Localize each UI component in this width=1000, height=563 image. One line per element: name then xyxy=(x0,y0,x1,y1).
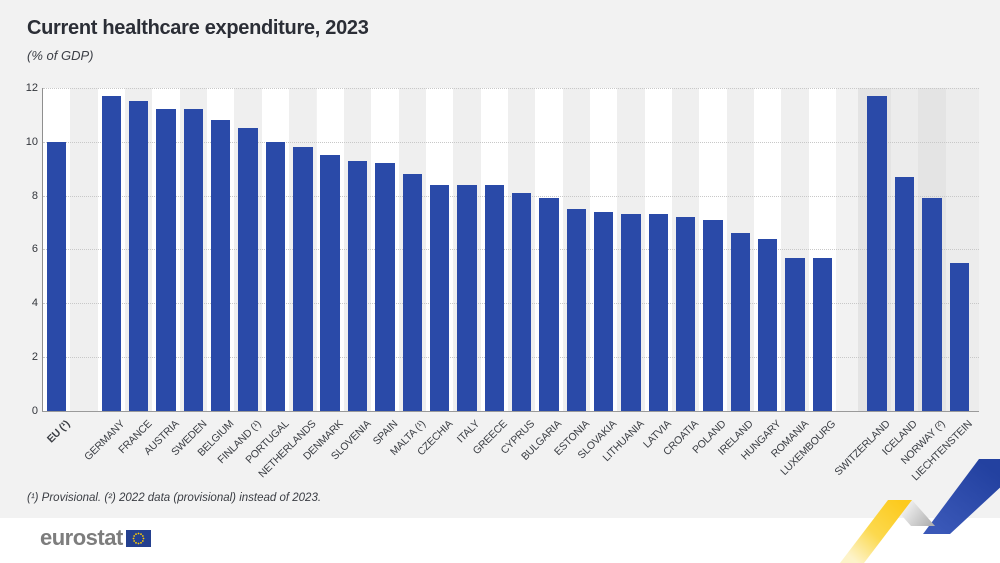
page-title: Current healthcare expenditure, 2023 xyxy=(27,17,369,39)
bar xyxy=(511,192,532,411)
bar xyxy=(429,184,450,411)
bar xyxy=(621,214,641,411)
gridline xyxy=(43,303,979,305)
y-axis-tick-label: 0 xyxy=(31,405,38,417)
bar xyxy=(867,96,887,411)
y-axis-tick-label: 10 xyxy=(25,135,38,148)
bar xyxy=(101,96,122,411)
y-axis-line xyxy=(42,88,43,412)
y-axis-tick-label: 8 xyxy=(31,189,38,202)
eurostat-logo: eurostat xyxy=(40,527,151,549)
gridline xyxy=(43,195,979,197)
bar xyxy=(894,176,915,411)
bar xyxy=(648,214,669,411)
bar xyxy=(402,174,422,411)
bar xyxy=(949,262,969,411)
bar xyxy=(211,120,231,411)
bar xyxy=(566,209,587,411)
eu-flag-icon xyxy=(125,529,151,547)
bar xyxy=(676,217,696,411)
chart-subtitle: (% of GDP) xyxy=(27,48,94,63)
x-axis-label: EU (¹) xyxy=(44,418,73,446)
footnote: (¹) Provisional. (²) 2022 data (provisio… xyxy=(27,492,322,504)
bar xyxy=(293,147,313,411)
bar xyxy=(922,198,942,411)
x-axis-line xyxy=(42,411,979,412)
bar xyxy=(183,109,204,411)
gridline xyxy=(43,249,979,251)
gridline xyxy=(43,357,979,359)
bar xyxy=(812,257,833,411)
x-axis-label: GERMANY xyxy=(81,418,127,464)
bar xyxy=(265,141,286,411)
bar xyxy=(758,238,778,411)
gridline xyxy=(43,87,979,89)
bar xyxy=(703,219,723,411)
bar xyxy=(593,211,614,411)
bar xyxy=(484,184,504,411)
y-axis-tick-label: 6 xyxy=(31,243,38,256)
y-axis-tick-label: 12 xyxy=(25,81,38,94)
bar xyxy=(457,184,477,411)
bar xyxy=(539,198,559,411)
footer-bar xyxy=(0,518,1000,563)
eurostat-logo-text: eurostat xyxy=(40,525,123,550)
y-axis-tick-label: 2 xyxy=(31,351,38,364)
bar xyxy=(730,233,751,411)
y-axis-tick-label: 4 xyxy=(31,297,38,310)
bar xyxy=(785,257,805,411)
gridline xyxy=(43,141,979,143)
bar xyxy=(375,163,395,411)
bar xyxy=(238,128,258,411)
bar xyxy=(320,155,340,411)
bar xyxy=(129,101,149,411)
bar xyxy=(347,160,368,411)
bar xyxy=(46,141,67,411)
bar xyxy=(156,109,176,411)
